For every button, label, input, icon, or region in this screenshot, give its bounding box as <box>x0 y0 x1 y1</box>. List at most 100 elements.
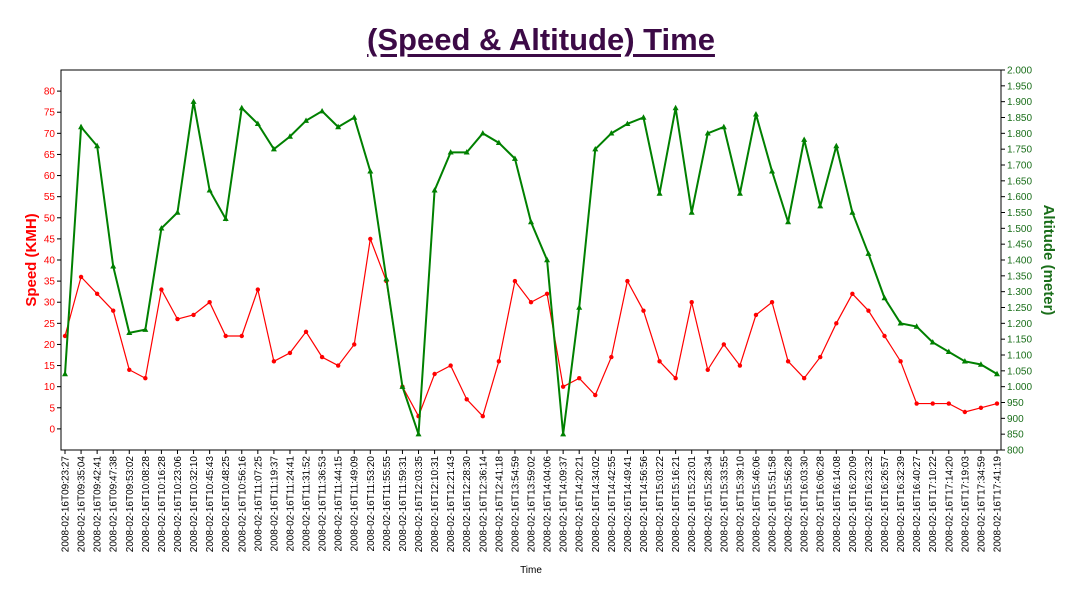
speed-point <box>898 359 903 364</box>
speed-point <box>271 359 277 364</box>
speed-point <box>994 401 1000 406</box>
left-tick-label: 50 <box>44 213 56 224</box>
altitude-point <box>431 187 438 193</box>
x-tick-label: 2008-02-16T16:40:27 <box>912 456 923 553</box>
right-tick-label: 1.100 <box>1007 351 1032 362</box>
altitude-point <box>769 168 776 174</box>
speed-point <box>528 300 534 305</box>
speed-point <box>512 278 518 284</box>
x-tick-label: 2008-02-16T10:32:10 <box>189 456 200 553</box>
right-tick-label: 1.850 <box>1007 113 1032 124</box>
x-tick-label: 2008-02-16T10:45:43 <box>205 456 216 553</box>
speed-point <box>641 308 646 313</box>
speed-point <box>930 401 935 406</box>
left-tick-label: 45 <box>44 234 56 245</box>
speed-point <box>593 392 598 398</box>
x-tick-label: 2008-02-16T12:03:35 <box>414 456 425 553</box>
x-tick-label: 2008-02-16T17:10:22 <box>928 456 939 553</box>
right-tick-label: 1.700 <box>1007 161 1032 172</box>
left-tick-label: 55 <box>44 192 56 203</box>
speed-point <box>914 401 919 406</box>
x-tick-label: 2008-02-16T09:35:04 <box>77 456 88 553</box>
altitude-point <box>817 202 824 209</box>
x-tick-label: 2008-02-16T10:48:25 <box>221 456 232 553</box>
altitude-point <box>254 120 261 127</box>
altitude-point <box>447 149 454 155</box>
altitude-point <box>110 263 117 269</box>
altitude-point <box>672 104 679 111</box>
x-tick-label: 2008-02-16T12:28:30 <box>462 456 473 553</box>
speed-point <box>834 321 839 326</box>
speed-point <box>94 291 100 296</box>
right-tick-label: 1.200 <box>1007 319 1032 330</box>
speed-point <box>962 409 968 415</box>
right-tick-label: 1.150 <box>1007 335 1032 346</box>
speed-point <box>239 333 244 339</box>
x-tick-label: 2008-02-16T15:46:06 <box>751 456 762 553</box>
speed-point <box>143 376 148 381</box>
x-tick-label: 2008-02-16T11:55:55 <box>382 456 393 552</box>
speed-point <box>432 371 437 377</box>
x-tick-label: 2008-02-16T15:51:58 <box>768 456 779 553</box>
altitude-point <box>576 304 583 310</box>
speed-point <box>255 287 261 292</box>
speed-point <box>689 300 694 305</box>
altitude-point <box>303 117 310 123</box>
right-tick-label: 1.950 <box>1007 81 1032 92</box>
altitude-point <box>206 187 213 193</box>
altitude-point <box>495 139 502 146</box>
altitude-point <box>865 250 872 256</box>
left-tick-label: 20 <box>44 340 56 351</box>
x-tick-label: 2008-02-16T16:03:30 <box>800 456 811 553</box>
altitude-series <box>62 98 1000 437</box>
speed-point <box>78 274 84 280</box>
right-tick-label: 1.600 <box>1007 192 1032 203</box>
x-tick-label: 2008-02-16T11:59:31 <box>398 456 409 552</box>
x-tick-label: 2008-02-16T11:07:25 <box>253 456 264 552</box>
x-tick-label: 2008-02-16T11:24:41 <box>285 456 296 552</box>
altitude-point <box>62 370 68 377</box>
left-axis-title: Speed (KMH) <box>23 213 40 306</box>
altitude-point <box>913 323 920 329</box>
altitude-point <box>415 430 422 437</box>
x-tick-label: 2008-02-16T13:59:02 <box>527 456 538 553</box>
right-axis-title: Altitude (meter) <box>1040 205 1057 316</box>
altitude-point <box>688 209 695 215</box>
speed-point <box>464 397 469 402</box>
x-tick-label: 2008-02-16T16:32:39 <box>896 456 907 553</box>
altitude-point <box>174 209 181 215</box>
left-tick-label: 25 <box>44 319 56 330</box>
left-tick-label: 40 <box>44 256 56 267</box>
speed-point <box>111 308 116 313</box>
x-tick-label: 2008-02-16T12:10:31 <box>430 456 441 553</box>
right-tick-label: 1.300 <box>1007 287 1032 298</box>
speed-point <box>335 363 341 368</box>
altitude-point <box>656 190 663 196</box>
x-tick-label: 2008-02-16T10:16:28 <box>157 456 168 553</box>
altitude-point <box>479 130 486 136</box>
speed-point <box>737 363 743 368</box>
altitude-point <box>994 370 1000 377</box>
x-tick-label: 2008-02-16T15:56:28 <box>784 456 795 553</box>
altitude-point <box>94 142 101 149</box>
altitude-point <box>624 120 631 127</box>
altitude-point <box>351 114 358 120</box>
right-tick-label: 1.450 <box>1007 240 1032 251</box>
x-tick-label: 2008-02-16T15:03:22 <box>655 456 666 553</box>
speed-point <box>496 359 502 364</box>
altitude-point <box>399 383 406 389</box>
x-tick-label: 2008-02-16T15:39:10 <box>735 456 746 553</box>
altitude-point <box>560 430 567 437</box>
left-tick-label: 70 <box>44 129 56 140</box>
right-tick-label: 900 <box>1007 414 1024 425</box>
x-tick-label: 2008-02-16T15:33:55 <box>719 456 730 553</box>
x-tick-label: 2008-02-16T11:36:53 <box>318 456 329 552</box>
speed-point <box>191 312 196 318</box>
altitude-point <box>961 358 968 364</box>
altitude-point <box>833 142 840 149</box>
x-tick-label: 2008-02-16T12:21:43 <box>446 456 457 553</box>
right-tick-label: 850 <box>1007 430 1024 441</box>
altitude-point <box>383 275 390 282</box>
right-tick-label: 1.000 <box>1007 382 1032 393</box>
x-tick-label: 2008-02-16T09:23:27 <box>61 456 72 553</box>
